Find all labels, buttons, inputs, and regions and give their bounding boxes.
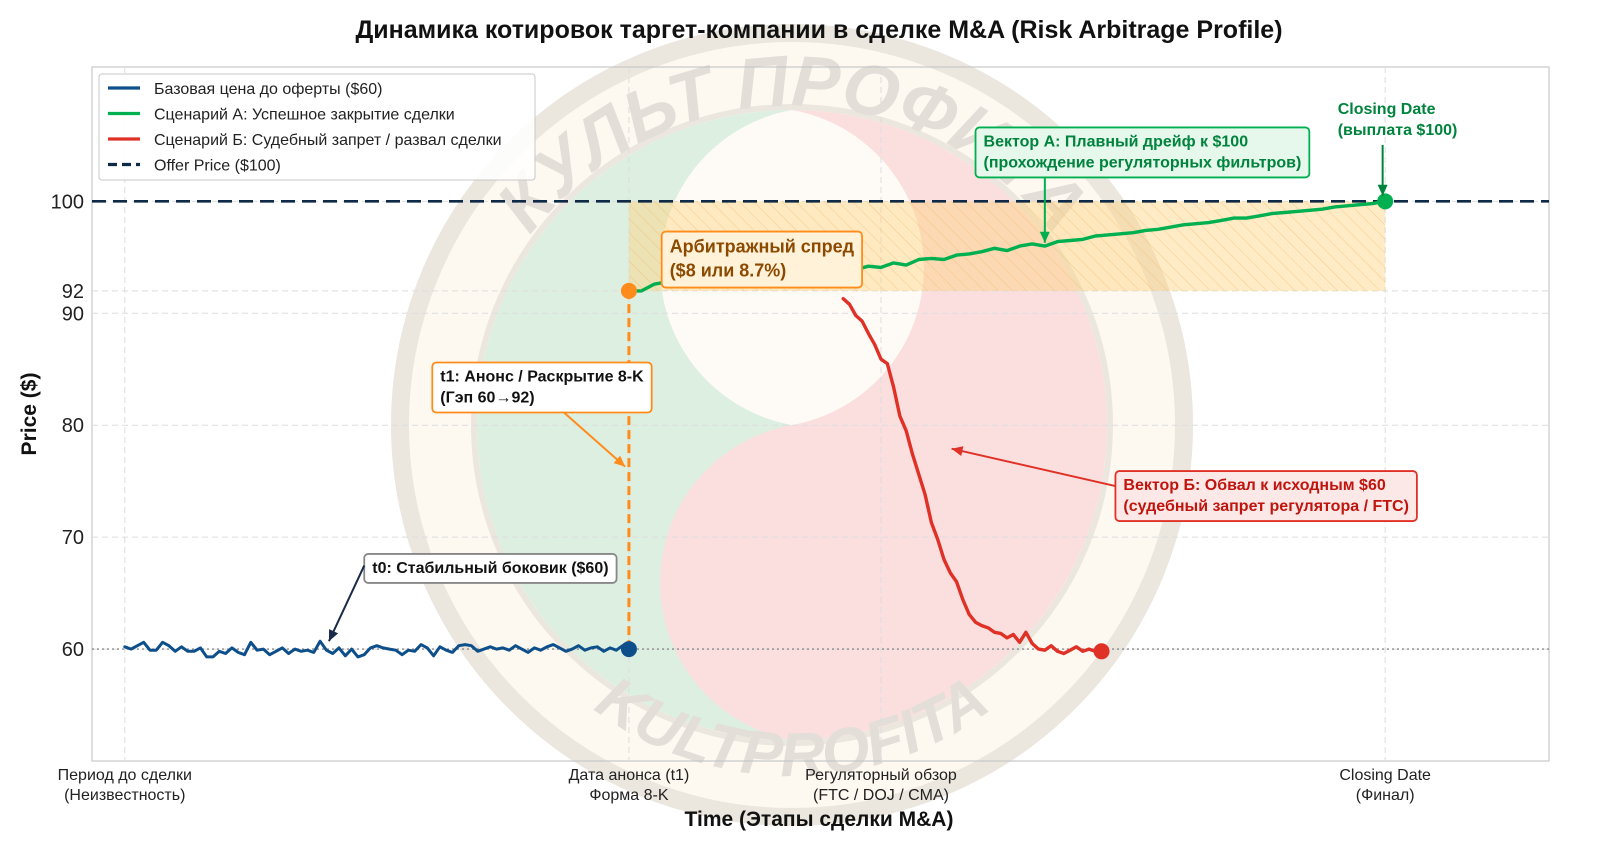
markers-group bbox=[620, 193, 1394, 660]
series-line-3 bbox=[841, 297, 1097, 656]
plot-frame bbox=[91, 66, 1550, 762]
annotation-spread: Арбитражный спред ($8 или 8.7%) bbox=[660, 230, 863, 289]
y-axis-label: Price ($) bbox=[18, 373, 41, 456]
annotation-box-t1 bbox=[431, 361, 653, 414]
annotation-arrow-t1 bbox=[563, 411, 626, 468]
marker-point bbox=[1377, 193, 1394, 210]
marker-point bbox=[620, 282, 637, 299]
annotation-text-vecB: Вектор Б: Обвал к исходным $60 bbox=[1123, 477, 1385, 494]
x-tick-label-sub: Форма 8-K bbox=[589, 787, 669, 804]
annotation-closing: Closing Date (выплата $100) bbox=[1338, 101, 1458, 196]
annotation-arrow-vecB bbox=[951, 447, 1116, 488]
annotation-vecA: Вектор А: Плавный дрейф к $100 (прохожден… bbox=[974, 126, 1311, 243]
y-tick-label: 70 bbox=[62, 527, 84, 549]
legend-label: Сценарий Б: Судебный запрет / развал сде… bbox=[154, 132, 502, 149]
annotation-text-closing: (выплата $100) bbox=[1338, 122, 1458, 139]
y-tick-label: 92 bbox=[62, 281, 84, 303]
marker-point bbox=[620, 641, 637, 658]
annotation-text-vecA: Вектор А: Плавный дрейф к $100 bbox=[984, 133, 1249, 150]
y-tick-label: 100 bbox=[51, 191, 84, 213]
annotation-arrowhead-vecA bbox=[1039, 231, 1050, 243]
annotation-arrowhead-closing bbox=[1377, 184, 1388, 196]
annotation-vecB: Вектор Б: Обвал к исходным $60 (судебный … bbox=[951, 446, 1418, 522]
legend-label: Сценарий А: Успешное закрытие сделки bbox=[154, 107, 455, 124]
y-tick-label: 60 bbox=[62, 639, 84, 661]
series-line-1 bbox=[123, 639, 631, 659]
annotation-arrow-t0 bbox=[328, 565, 366, 642]
annotation-text-t1: t1: Анонс / Раскрытие 8-K bbox=[440, 369, 644, 386]
x-axis-label: Time (Этапы сделки M&A) bbox=[685, 808, 954, 831]
annotation-box-t0 bbox=[363, 553, 618, 584]
chart-title: Динамика котировок таргет-компании в сде… bbox=[355, 16, 1282, 44]
x-tick-labels: Период до сделки (Неизвестность) Дата анон… bbox=[58, 767, 1431, 804]
annotations-group: t0: Стабильный боковик ($60) t1: Анонс / … bbox=[328, 101, 1458, 642]
annotation-text-t1: (Гэп 60→92) bbox=[440, 390, 534, 407]
legend: Базовая цена до оферты ($60) Сценарий А: … bbox=[98, 73, 536, 181]
annotation-arrowhead-t0 bbox=[328, 629, 339, 642]
x-tick-label-sub: (Неизвестность) bbox=[64, 787, 185, 804]
legend-label: Offer Price ($100) bbox=[154, 158, 281, 175]
x-tick-label-sub: (FTC / DOJ / CMA) bbox=[813, 787, 949, 804]
annotation-text-vecA: (прохождение регуляторных фильтров) bbox=[984, 154, 1302, 171]
annotation-text-spread: ($8 или 8.7%) bbox=[670, 261, 787, 281]
annotation-text-t0: t0: Стабильный боковик ($60) bbox=[372, 560, 608, 577]
legend-label: Базовая цена до оферты ($60) bbox=[154, 81, 382, 98]
x-tick-label: Дата анонса (t1) bbox=[569, 767, 690, 784]
reference-lines bbox=[92, 200, 1549, 650]
annotation-arrowhead-vecB bbox=[951, 446, 964, 457]
y-tick-label: 80 bbox=[62, 415, 84, 437]
annotation-box-vecB bbox=[1114, 470, 1418, 522]
annotation-text-spread: Арбитражный спред bbox=[670, 237, 855, 257]
annotation-arrowhead-t1 bbox=[613, 455, 626, 467]
annotation-text-vecB: (судебный запрет регулятора / FTC) bbox=[1123, 498, 1408, 515]
x-tick-label: Период до сделки bbox=[58, 767, 192, 784]
annotation-box-vecA bbox=[974, 126, 1311, 179]
x-tick-label: Closing Date bbox=[1339, 767, 1431, 784]
annotation-text-closing: Closing Date bbox=[1338, 101, 1436, 118]
marker-point bbox=[1093, 643, 1110, 660]
x-tick-label: Регуляторный обзор bbox=[805, 767, 957, 784]
annotation-t0: t0: Стабильный боковик ($60) bbox=[328, 553, 618, 642]
y-tick-label: 90 bbox=[62, 303, 84, 325]
annotation-box-spread bbox=[660, 230, 863, 289]
annotation-t1: t1: Анонс / Раскрытие 8-K (Гэп 60→92) bbox=[431, 361, 653, 468]
x-tick-label-sub: (Финал) bbox=[1356, 787, 1415, 804]
